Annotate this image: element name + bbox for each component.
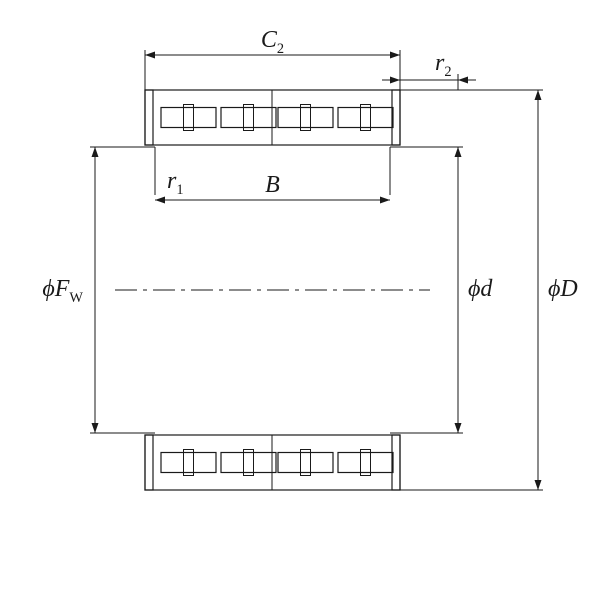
label-D: ϕD xyxy=(548,276,578,302)
bearing-diagram: C2Br1r2ϕFWϕdϕD xyxy=(0,0,600,600)
label-B: B xyxy=(265,172,280,198)
label-d: ϕd xyxy=(468,276,493,302)
